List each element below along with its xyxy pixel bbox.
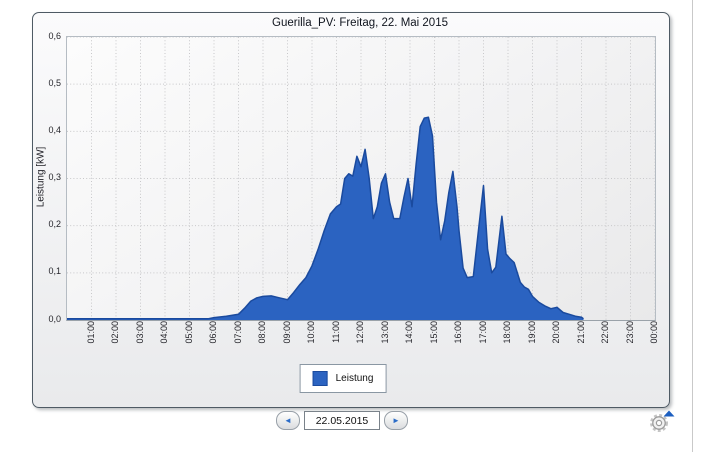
x-tick-label: 06:00 <box>208 321 218 344</box>
y-tick-label: 0,1 <box>48 266 61 277</box>
y-tick-label: 0,0 <box>48 313 61 324</box>
x-tick-label: 07:00 <box>232 321 243 344</box>
x-tick-label: 14:00 <box>404 321 414 344</box>
next-day-button[interactable]: ► <box>384 411 408 430</box>
x-tick-label: 10:00 <box>306 321 316 344</box>
x-tick-label: 20:00 <box>551 321 561 344</box>
chart-panel: Guerilla_PV: Freitag, 22. Mai 2015 Leist… <box>32 12 670 408</box>
legend-label: Leistung <box>335 373 374 384</box>
x-tick-label: 15:00 <box>428 321 439 344</box>
x-tick-label: 22:00 <box>600 321 610 344</box>
x-tick-label: 12:00 <box>355 321 365 344</box>
prev-day-button[interactable]: ◄ <box>276 411 300 430</box>
x-tick-label: 02:00 <box>110 321 120 344</box>
legend: Leistung <box>299 364 387 393</box>
y-tick-label: 0,5 <box>48 77 61 88</box>
date-navigation: ◄ ► <box>276 411 408 430</box>
x-tick-label: 09:00 <box>281 321 292 344</box>
x-tick-label: 04:00 <box>159 321 169 344</box>
x-tick-label: 13:00 <box>379 321 390 344</box>
left-arrow-icon: ◄ <box>284 415 292 425</box>
right-arrow-icon: ► <box>392 415 400 425</box>
x-tick-label: 18:00 <box>502 321 512 344</box>
legend-swatch <box>312 371 328 386</box>
x-tick-label: 01:00 <box>85 321 96 344</box>
x-tick-label: 03:00 <box>134 321 145 344</box>
chart-title: Guerilla_PV: Freitag, 22. Mai 2015 <box>272 17 448 29</box>
settings-gear-icon[interactable] <box>646 406 678 436</box>
x-tick-label: 11:00 <box>330 321 341 343</box>
plot-svg <box>67 37 655 320</box>
y-tick-label: 0,4 <box>48 124 61 135</box>
y-tick-label: 0,3 <box>48 172 61 182</box>
x-tick-label: 21:00 <box>575 321 586 344</box>
y-tick-label: 0,6 <box>48 30 61 41</box>
plot-area <box>66 36 656 321</box>
x-tick-label: 08:00 <box>257 321 267 344</box>
y-tick-label: 0,2 <box>48 219 61 230</box>
x-tick-label: 17:00 <box>477 321 488 344</box>
date-input[interactable] <box>304 411 380 430</box>
x-tick-label: 16:00 <box>453 321 463 344</box>
x-tick-label: 19:00 <box>526 321 537 344</box>
content-right-divider <box>692 0 693 452</box>
x-tick-label: 23:00 <box>624 321 635 344</box>
x-tick-label: 00:00 <box>649 321 659 344</box>
x-tick-label: 05:00 <box>183 321 194 344</box>
